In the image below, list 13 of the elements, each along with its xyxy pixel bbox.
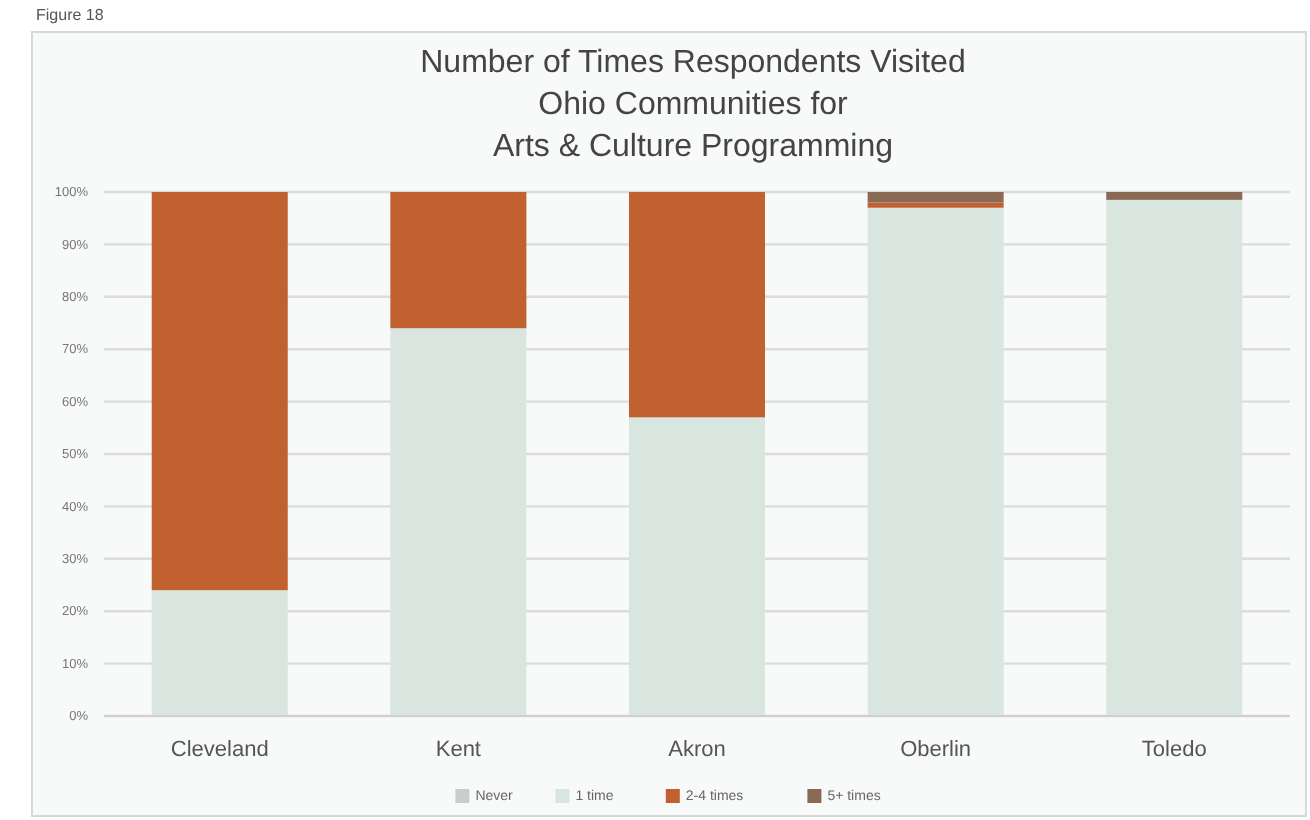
x-tick-label: Akron [668,738,726,762]
bar [1106,192,1243,200]
bar [867,192,1004,203]
bar [390,192,527,329]
x-tick-label: Toledo [1141,738,1207,762]
x-tick-label: Cleveland [170,738,269,762]
x-tick-label: Kent [435,738,482,762]
x-tick-label: Oberlin [900,738,972,762]
caption: Figure 18 [36,6,105,24]
bar [867,202,1004,208]
bar [151,192,288,591]
chart-title: Number of Times Respondents Visited Ohio Communities for Arts & Culture Programming [420,46,966,164]
bar [628,192,766,418]
